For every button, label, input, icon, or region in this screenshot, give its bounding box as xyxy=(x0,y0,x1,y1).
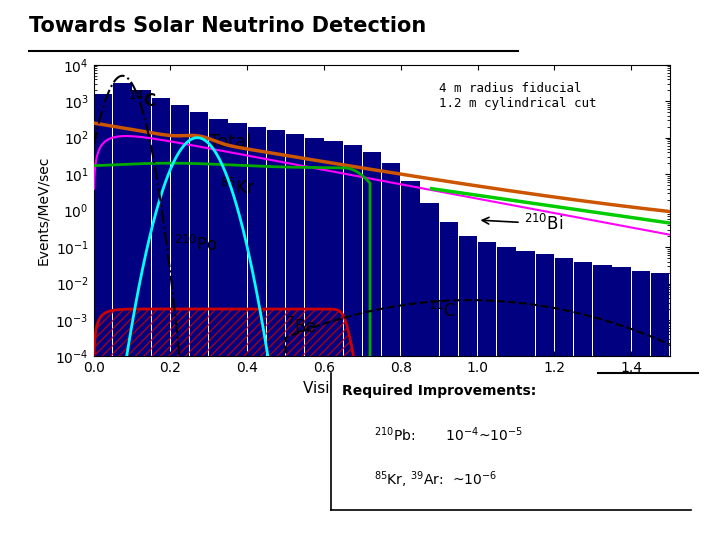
Bar xyxy=(536,254,554,540)
Bar xyxy=(267,130,285,540)
Bar xyxy=(440,221,458,540)
Text: $^{7}$Be: $^{7}$Be xyxy=(286,316,316,336)
Bar xyxy=(228,123,247,540)
Text: $^{14}$C: $^{14}$C xyxy=(128,91,157,111)
Bar xyxy=(113,83,132,540)
Bar xyxy=(401,181,420,540)
Bar xyxy=(132,90,150,540)
Bar xyxy=(574,261,593,540)
Text: $^{210}$Bi: $^{210}$Bi xyxy=(482,213,563,234)
Text: $^{210}$Pb:       10$^{-4}$~10$^{-5}$: $^{210}$Pb: 10$^{-4}$~10$^{-5}$ xyxy=(374,425,523,443)
Bar xyxy=(248,127,266,540)
Text: $^{85}$Kr: $^{85}$Kr xyxy=(220,178,256,198)
Bar xyxy=(171,105,189,540)
Bar xyxy=(631,271,650,540)
Bar xyxy=(382,163,400,540)
Text: $^{85}$Kr, $^{39}$Ar:  ~10$^{-6}$: $^{85}$Kr, $^{39}$Ar: ~10$^{-6}$ xyxy=(374,469,498,490)
Bar xyxy=(651,273,669,540)
Bar xyxy=(516,251,535,540)
Text: 4 m radius fiducial
1.2 m cylindrical cut: 4 m radius fiducial 1.2 m cylindrical cu… xyxy=(439,82,597,110)
Bar xyxy=(190,112,208,540)
Bar xyxy=(498,247,516,540)
Y-axis label: Events/MeV/sec: Events/MeV/sec xyxy=(36,156,50,265)
Bar xyxy=(363,152,381,540)
X-axis label: Visible Energy (MeV): Visible Energy (MeV) xyxy=(302,381,461,396)
Bar xyxy=(286,134,305,540)
Text: Towards Solar Neutrino Detection: Towards Solar Neutrino Detection xyxy=(29,16,426,36)
Bar xyxy=(420,203,438,540)
Text: $^{11}$C: $^{11}$C xyxy=(428,301,456,321)
Text: Total: Total xyxy=(209,133,251,151)
Text: $^{210}$Po: $^{210}$Po xyxy=(174,234,218,254)
Bar xyxy=(305,138,323,540)
Bar xyxy=(593,265,611,540)
Bar xyxy=(325,141,343,540)
Bar xyxy=(152,98,170,540)
Bar xyxy=(478,241,496,540)
Bar xyxy=(459,236,477,540)
Bar xyxy=(555,258,573,540)
Text: Required Improvements:: Required Improvements: xyxy=(342,383,536,397)
Bar xyxy=(343,145,362,540)
Bar xyxy=(210,119,228,540)
Bar xyxy=(94,94,112,540)
Bar xyxy=(613,267,631,540)
